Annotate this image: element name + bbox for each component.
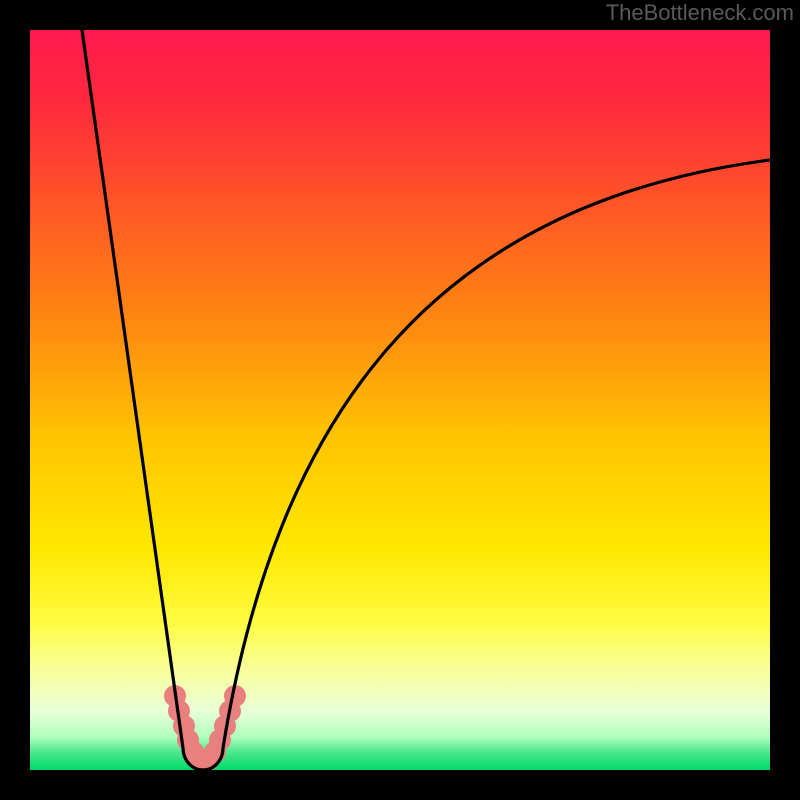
bottleneck-curve (30, 30, 770, 770)
plot-area (30, 30, 770, 770)
attribution-text: TheBottleneck.com (606, 0, 794, 26)
